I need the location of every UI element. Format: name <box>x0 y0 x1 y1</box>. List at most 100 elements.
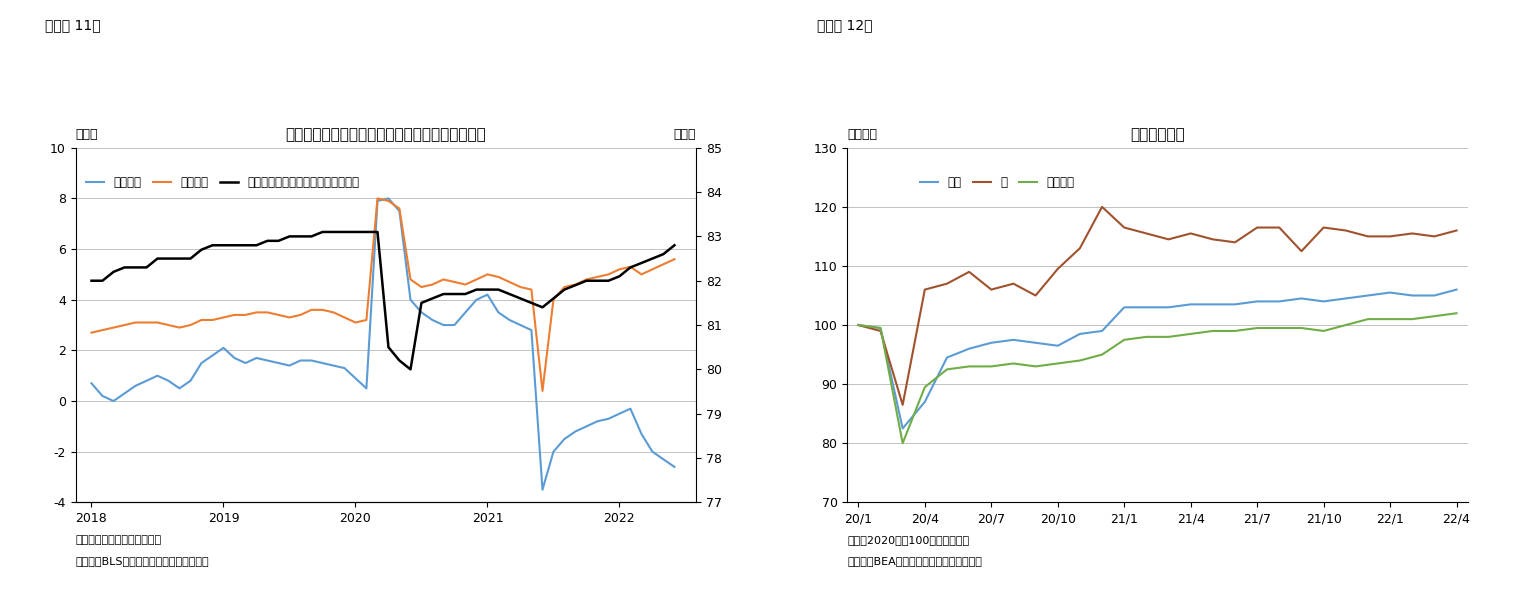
サービス <box>1271 324 1289 332</box>
サービス <box>1115 336 1133 343</box>
全体 <box>1138 304 1156 311</box>
財 <box>1336 227 1354 234</box>
全体 <box>1049 342 1067 349</box>
サービス <box>894 440 912 447</box>
サービス <box>1092 351 1111 358</box>
財 <box>1071 245 1089 252</box>
全体 <box>961 345 979 352</box>
プライムエイジ労働参加率（右軸） <box>457 290 475 297</box>
プライムエイジ労働参加率（右軸） <box>303 233 321 240</box>
全体 <box>871 324 890 332</box>
財 <box>849 322 867 329</box>
サービス <box>1359 316 1377 323</box>
サービス <box>938 366 956 373</box>
実質賃金 <box>534 486 552 493</box>
名目賃金 <box>369 195 387 202</box>
実質賃金 <box>303 357 321 364</box>
全体 <box>1403 292 1421 299</box>
全体 <box>915 398 934 405</box>
財 <box>1248 224 1266 231</box>
Text: （図表 11）: （図表 11） <box>45 18 101 32</box>
財 <box>1204 236 1223 243</box>
財 <box>1271 224 1289 231</box>
Line: 名目賃金: 名目賃金 <box>91 199 675 391</box>
サービス <box>1248 324 1266 332</box>
全体 <box>1292 295 1310 302</box>
財 <box>1092 203 1111 210</box>
名目賃金 <box>303 306 321 313</box>
財 <box>1359 233 1377 240</box>
財 <box>938 280 956 287</box>
サービス <box>1315 327 1333 335</box>
全体 <box>1425 292 1443 299</box>
財 <box>1005 280 1023 287</box>
サービス <box>1138 333 1156 340</box>
Text: （％）: （％） <box>673 128 696 141</box>
財 <box>915 286 934 293</box>
財 <box>1159 236 1177 243</box>
実質賃金 <box>82 380 100 387</box>
名目賃金 <box>489 274 507 281</box>
全体 <box>1381 289 1400 296</box>
全体 <box>1071 330 1089 337</box>
財 <box>1403 230 1421 237</box>
実質賃金 <box>666 463 684 470</box>
プライムエイジ労働参加率（右軸） <box>401 366 419 373</box>
Line: 全体: 全体 <box>858 290 1457 428</box>
全体 <box>1005 336 1023 343</box>
全体 <box>1271 298 1289 305</box>
Line: 財: 財 <box>858 207 1457 405</box>
名目賃金 <box>445 278 463 285</box>
サービス <box>1425 313 1443 320</box>
財 <box>1448 227 1466 234</box>
サービス <box>1071 357 1089 364</box>
全体 <box>1226 301 1244 308</box>
サービス <box>1049 360 1067 367</box>
全体 <box>1204 301 1223 308</box>
財 <box>1292 248 1310 255</box>
財 <box>871 327 890 335</box>
Text: （資料）BLSよりニッセイ基礎研究所作成: （資料）BLSよりニッセイ基礎研究所作成 <box>76 556 209 566</box>
財 <box>1138 230 1156 237</box>
財 <box>1115 224 1133 231</box>
Legend: 全体, 財, サービス: 全体, 財, サービス <box>915 171 1079 194</box>
名目賃金 <box>182 322 200 329</box>
全体 <box>1359 292 1377 299</box>
サービス <box>871 324 890 332</box>
サービス <box>1159 333 1177 340</box>
財 <box>1425 233 1443 240</box>
全体 <box>938 354 956 361</box>
プライムエイジ労働参加率（右軸） <box>445 290 463 297</box>
Text: （指数）: （指数） <box>847 128 878 141</box>
サービス <box>1292 324 1310 332</box>
Title: 時間当たり賃金およびプライムエイジ労働参加率: 時間当たり賃金およびプライムエイジ労働参加率 <box>286 128 486 142</box>
サービス <box>961 363 979 370</box>
財 <box>1049 265 1067 272</box>
Title: 実質個人消費: 実質個人消費 <box>1130 128 1185 142</box>
全体 <box>1026 339 1044 346</box>
サービス <box>1381 316 1400 323</box>
サービス <box>1226 327 1244 335</box>
Text: （注）2020年＝100として指数化: （注）2020年＝100として指数化 <box>847 535 970 545</box>
Legend: 実質賃金, 名目賃金, プライムエイジ労働参加率（右軸）: 実質賃金, 名目賃金, プライムエイジ労働参加率（右軸） <box>82 171 365 194</box>
全体 <box>849 322 867 329</box>
名目賃金 <box>82 329 100 336</box>
財 <box>1226 239 1244 246</box>
実質賃金 <box>445 322 463 329</box>
全体 <box>1182 301 1200 308</box>
サービス <box>1182 330 1200 337</box>
実質賃金 <box>380 195 398 202</box>
全体 <box>1159 304 1177 311</box>
プライムエイジ労働参加率（右軸） <box>182 255 200 262</box>
全体 <box>1248 298 1266 305</box>
全体 <box>894 425 912 432</box>
財 <box>982 286 1000 293</box>
名目賃金 <box>534 387 552 394</box>
財 <box>1026 292 1044 299</box>
プライムエイジ労働参加率（右軸） <box>666 242 684 249</box>
実質賃金 <box>413 309 431 316</box>
全体 <box>1315 298 1333 305</box>
実質賃金 <box>182 377 200 384</box>
名目賃金 <box>666 256 684 263</box>
サービス <box>849 322 867 329</box>
